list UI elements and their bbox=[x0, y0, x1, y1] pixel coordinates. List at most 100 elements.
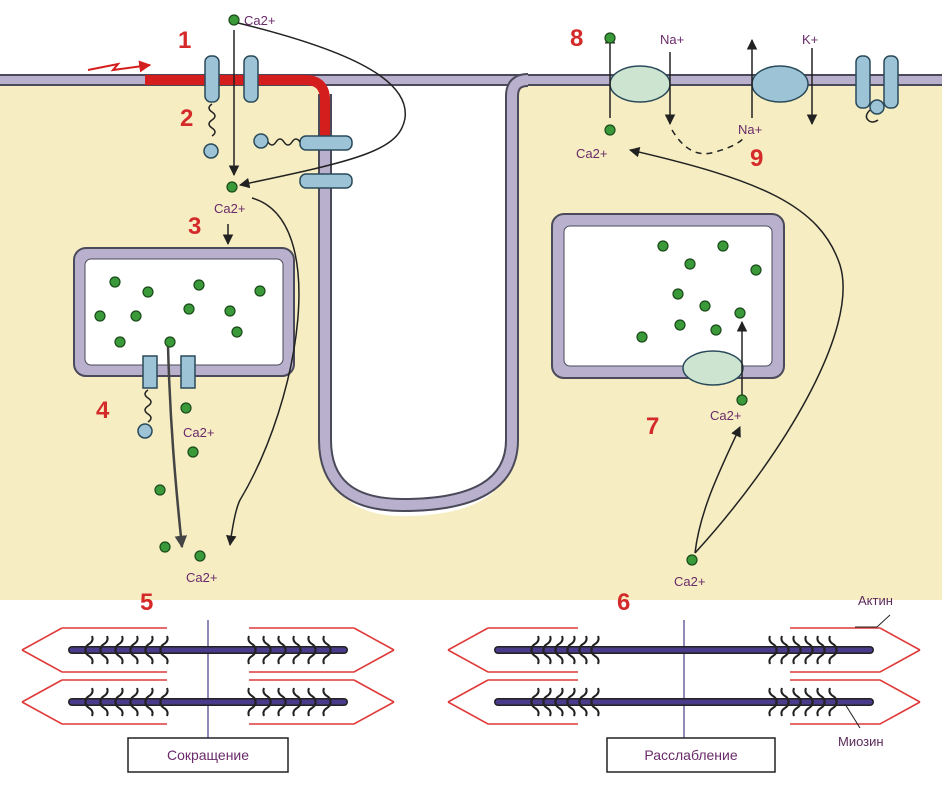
calcium-ion bbox=[604, 32, 616, 44]
step-number-1: 1 bbox=[178, 27, 191, 54]
calcium-ion bbox=[193, 279, 205, 291]
sarcoplasmic-reticulum-right bbox=[551, 213, 785, 379]
calcium-ion bbox=[231, 326, 243, 338]
myosin-head bbox=[828, 687, 838, 707]
actin-filament bbox=[790, 679, 921, 725]
ion-label-ca-5: Ca2+ bbox=[186, 570, 217, 585]
myosin-head bbox=[768, 635, 778, 655]
calcium-ion bbox=[736, 394, 748, 406]
myosin-head bbox=[322, 635, 332, 655]
myosin-head bbox=[277, 635, 287, 655]
calcium-ion bbox=[734, 307, 746, 319]
contraction-label: Сокращение bbox=[167, 747, 249, 763]
calcium-ion bbox=[130, 310, 142, 322]
ion-label-na-bottom: Na+ bbox=[738, 122, 762, 137]
myosin-head bbox=[84, 635, 94, 655]
myosin-head bbox=[554, 687, 564, 707]
membrane-channel-right bbox=[855, 55, 899, 123]
actin-pointer bbox=[855, 614, 891, 628]
relaxation-label: Расслабление bbox=[644, 747, 738, 763]
calcium-ion bbox=[142, 286, 154, 298]
myosin-head bbox=[99, 635, 109, 655]
myosin-head bbox=[590, 635, 600, 655]
myosin-head bbox=[542, 687, 552, 707]
na-ca-exchanger bbox=[609, 65, 671, 103]
actin-filament bbox=[249, 679, 395, 725]
calcium-ion bbox=[254, 285, 266, 297]
calcium-ion bbox=[674, 319, 686, 331]
myosin-head bbox=[590, 687, 600, 707]
actin-label: Актин bbox=[858, 593, 893, 608]
myosin-head bbox=[530, 687, 540, 707]
myosin-head bbox=[566, 687, 576, 707]
myosin-head bbox=[578, 635, 588, 655]
calcium-ion bbox=[636, 331, 648, 343]
myosin-head bbox=[554, 635, 564, 655]
myosin-head bbox=[262, 635, 272, 655]
t-tubule-receptor bbox=[253, 133, 353, 189]
calcium-ion bbox=[94, 310, 106, 322]
na-k-pump bbox=[751, 65, 809, 103]
myosin-head bbox=[792, 687, 802, 707]
ion-label-ca-6: Ca2+ bbox=[674, 574, 705, 589]
calcium-ion bbox=[183, 303, 195, 315]
ca-release-arrow bbox=[166, 345, 188, 549]
myosin-head bbox=[804, 687, 814, 707]
contraction-box: Сокращение bbox=[127, 737, 289, 773]
relaxation-box: Расслабление bbox=[606, 737, 776, 773]
calcium-ion bbox=[109, 276, 121, 288]
calcium-ion bbox=[159, 541, 171, 553]
myosin-head bbox=[99, 687, 109, 707]
calcium-ion bbox=[750, 264, 762, 276]
calcium-ion bbox=[224, 305, 236, 317]
ion-label-ca-7: Ca2+ bbox=[710, 408, 741, 423]
step-number-6: 6 bbox=[617, 589, 630, 616]
step-number-2: 2 bbox=[180, 105, 193, 132]
calcium-ion bbox=[686, 554, 698, 566]
actin-filament bbox=[447, 679, 578, 725]
calcium-ion bbox=[226, 181, 238, 193]
myosin-head bbox=[307, 635, 317, 655]
actin-filament bbox=[21, 679, 167, 725]
calcium-ion bbox=[187, 446, 199, 458]
myosin-head bbox=[780, 687, 790, 707]
action-potential-arrow bbox=[87, 60, 152, 73]
ion-label-ca-4: Ca2+ bbox=[183, 425, 214, 440]
calcium-ion bbox=[657, 240, 669, 252]
ion-label-ca-8: Ca2+ bbox=[576, 146, 607, 161]
myosin-head bbox=[816, 687, 826, 707]
myosin-head bbox=[292, 687, 302, 707]
calcium-ion bbox=[684, 258, 696, 270]
myosin-head bbox=[816, 635, 826, 655]
myosin-head bbox=[780, 635, 790, 655]
myosin-head bbox=[277, 687, 287, 707]
ca-to-filaments-arrow bbox=[226, 197, 300, 547]
calcium-ion bbox=[672, 288, 684, 300]
ca-entry-loop bbox=[233, 21, 406, 189]
voltage-gated-ca-channel bbox=[203, 55, 259, 159]
calcium-ion bbox=[604, 124, 616, 136]
myosin-head bbox=[144, 687, 154, 707]
calcium-ion bbox=[154, 484, 166, 496]
step-number-9: 9 bbox=[750, 145, 763, 172]
step-number-3: 3 bbox=[188, 213, 201, 240]
myosin-pointer bbox=[844, 703, 861, 729]
sarcoplasmic-reticulum-left bbox=[73, 247, 295, 377]
myosin-head bbox=[768, 687, 778, 707]
myosin-head bbox=[566, 635, 576, 655]
actin-filament bbox=[249, 627, 395, 673]
ion-label-ca-3: Ca2+ bbox=[214, 201, 245, 216]
myosin-head bbox=[292, 635, 302, 655]
actin-filament bbox=[447, 627, 578, 673]
myosin-head bbox=[114, 635, 124, 655]
myosin-head bbox=[114, 687, 124, 707]
step-number-5: 5 bbox=[140, 589, 153, 616]
myosin-label: Миозин bbox=[838, 734, 884, 749]
ca-reuptake-arrow bbox=[694, 426, 741, 554]
calcium-ion bbox=[710, 324, 722, 336]
calcium-ions bbox=[94, 14, 762, 566]
myosin-head bbox=[129, 687, 139, 707]
ion-label-k: K+ bbox=[802, 32, 818, 47]
